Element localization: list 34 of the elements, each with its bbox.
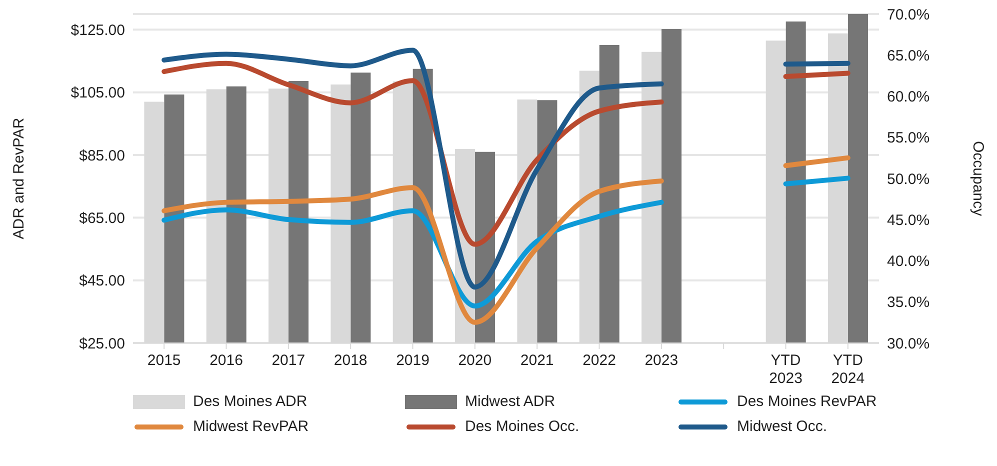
y-tick-label: $105.00	[70, 84, 125, 102]
y-tick-label: $125.00	[70, 22, 125, 39]
x-tick-label: YTD 2024	[831, 352, 865, 387]
legend-label: Midwest Occ.	[737, 418, 828, 435]
y2-tick-label: 65.0%	[887, 47, 930, 64]
y2-tick-label: 40.0%	[887, 253, 930, 270]
y2-tick-label: 35.0%	[887, 294, 930, 312]
y2-tick-label: 45.0%	[887, 212, 930, 229]
y2-axis-title: Occupancy	[970, 140, 987, 217]
y2-tick-label: 30.0%	[887, 335, 930, 352]
x-tick-label: 2020	[458, 352, 492, 369]
x-tick-label: 2023	[644, 352, 678, 369]
legend-label: Des Moines ADR	[193, 393, 308, 410]
x-tick-label: 2015	[147, 352, 181, 369]
legend-label: Midwest ADR	[465, 393, 556, 410]
y2-tick-label: 55.0%	[887, 130, 930, 147]
legend-label: Midwest RevPAR	[193, 418, 309, 435]
x-tick-label: 2018	[334, 352, 368, 369]
x-tick-label: 2016	[210, 352, 243, 369]
legend-label: Des Moines Occ.	[465, 418, 580, 435]
x-tick-label: YTD 2023	[769, 352, 802, 387]
y2-tick-label: 60.0%	[887, 88, 930, 106]
y2-tick-label: 50.0%	[887, 170, 930, 188]
x-tick-label: 2022	[582, 352, 616, 369]
y-axis-title: ADR and RevPAR	[10, 118, 28, 240]
y2-tick-label: 70.0%	[887, 6, 930, 24]
x-tick-label: 2019	[396, 352, 430, 369]
x-tick-label: 2017	[272, 352, 306, 369]
y-tick-label: $45.00	[79, 272, 125, 290]
x-tick-label: 2021	[520, 352, 554, 369]
legend-label: Des Moines RevPAR	[737, 393, 877, 410]
y-tick-label: $25.00	[79, 335, 125, 352]
y-tick-label: $65.00	[79, 210, 125, 227]
y-tick-label: $85.00	[79, 147, 125, 164]
